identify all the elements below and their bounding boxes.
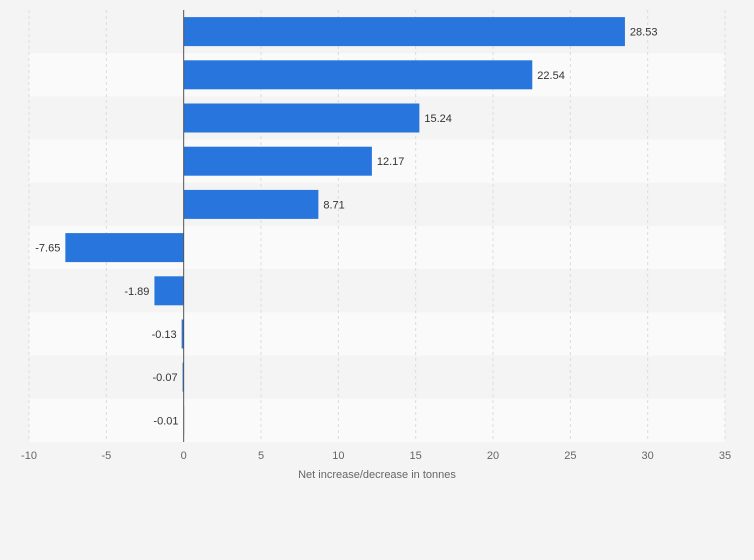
x-tick-label: 25 (564, 450, 576, 462)
bar (65, 233, 184, 263)
x-tick-label: -10 (21, 450, 37, 462)
value-label: 8.71 (323, 199, 344, 211)
bar (181, 319, 184, 349)
x-tick-labels: -10 -5 0 5 10 15 20 25 30 35 (21, 450, 731, 462)
bar (183, 60, 533, 90)
value-label: 15.24 (424, 113, 452, 125)
bar (183, 17, 625, 47)
value-label: 28.53 (630, 27, 658, 39)
row-band (29, 139, 725, 183)
value-label: 22.54 (537, 70, 565, 82)
bar (183, 146, 372, 176)
x-axis-title: Net increase/decrease in tonnes (298, 469, 456, 481)
x-tick-label: 15 (410, 450, 422, 462)
value-label: -0.07 (153, 372, 178, 384)
bar (154, 276, 184, 306)
x-tick-label: 20 (487, 450, 499, 462)
x-tick-label: 30 (642, 450, 654, 462)
x-tick-label: -5 (101, 450, 111, 462)
row-band (29, 355, 725, 399)
x-tick-label: 35 (719, 450, 731, 462)
value-label: -1.89 (124, 286, 149, 298)
row-band (29, 269, 725, 313)
value-label: -7.65 (35, 243, 60, 255)
x-tick-label: 0 (181, 450, 187, 462)
row-band (29, 312, 725, 356)
bar (183, 103, 420, 133)
value-label: -0.01 (153, 415, 178, 427)
row-bands (29, 10, 725, 442)
value-label: 12.17 (377, 156, 405, 168)
bar (182, 362, 184, 392)
value-label: -0.13 (152, 329, 177, 341)
x-tick-label: 5 (258, 450, 264, 462)
bars (65, 17, 625, 435)
row-band (29, 398, 725, 442)
value-labels: 28.53 22.54 15.24 12.17 8.71 -7.65 -1.89 -0.13 -… (35, 27, 657, 428)
x-tick-label: 10 (332, 450, 344, 462)
bar (183, 189, 319, 219)
row-band (29, 182, 725, 226)
